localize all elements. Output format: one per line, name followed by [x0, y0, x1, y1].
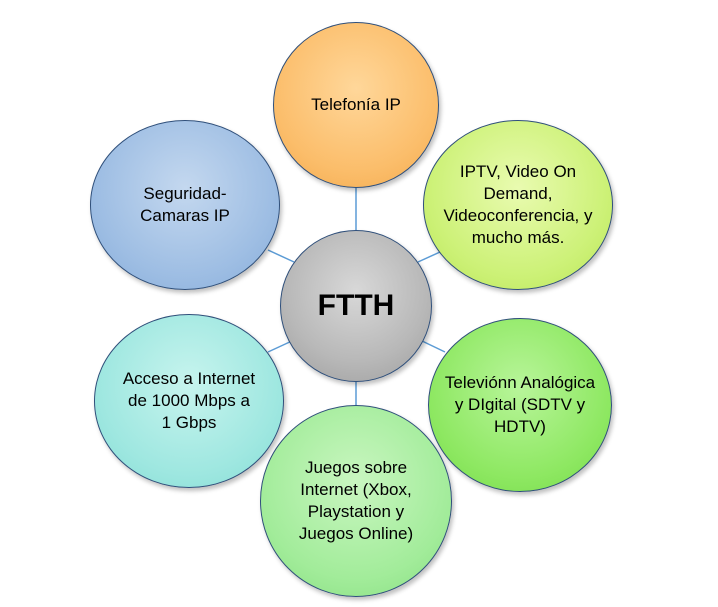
node-television-label: Televiónn Analógica y DIgital (SDTV y HD… — [444, 373, 596, 436]
connector-iptv — [417, 251, 441, 263]
node-juegos-online: Juegos sobre Internet (Xbox, Playstation… — [260, 405, 452, 597]
connector-seguridad — [267, 249, 295, 263]
node-acceso-internet: Acceso a Internet de 1000 Mbps a 1 Gbps — [94, 314, 284, 488]
connector-television — [419, 339, 446, 353]
center-label: FTTH — [317, 289, 395, 322]
node-acceso-label: Acceso a Internet de 1000 Mbps a 1 Gbps — [122, 369, 256, 432]
node-juegos-label: Juegos sobre Internet (Xbox, Playstation… — [298, 458, 414, 543]
node-telefonia-label: Telefonía IP — [311, 95, 401, 114]
node-center-ftth: FTTH — [280, 230, 432, 382]
node-telefonia-ip: Telefonía IP — [273, 22, 439, 188]
node-television: Televiónn Analógica y DIgital (SDTV y HD… — [428, 318, 612, 492]
node-seguridad-camaras: Seguridad-Camaras IP — [90, 120, 280, 290]
node-seguridad-label: Seguridad-Camaras IP — [140, 184, 230, 225]
node-iptv-video: IPTV, Video On Demand, Videoconferencia,… — [423, 120, 613, 290]
node-iptv-label: IPTV, Video On Demand, Videoconferencia,… — [443, 162, 593, 247]
